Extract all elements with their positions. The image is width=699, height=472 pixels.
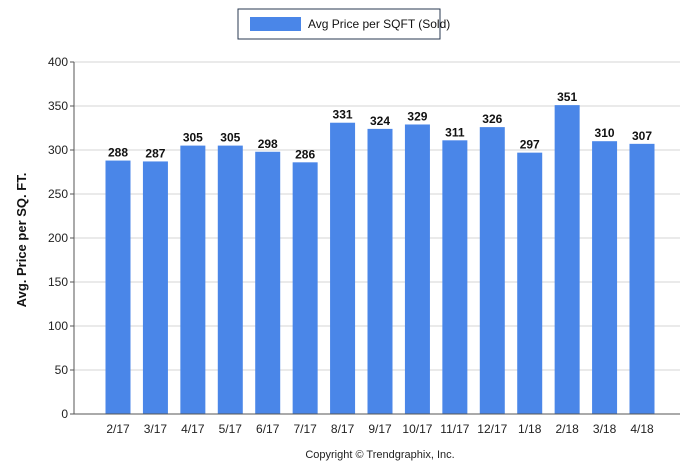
- bar: [105, 160, 131, 414]
- data-label: 311: [445, 125, 465, 139]
- data-label: 298: [258, 137, 278, 151]
- data-label: 288: [108, 146, 128, 160]
- bar: [592, 141, 618, 414]
- x-tick-label: 3/17: [144, 422, 168, 436]
- y-tick-label: 50: [55, 363, 69, 377]
- y-tick-label: 0: [61, 407, 68, 421]
- x-tick-label: 10/17: [402, 422, 432, 436]
- x-tick-label: 12/17: [477, 422, 507, 436]
- bar: [292, 162, 318, 414]
- x-tick-label: 11/17: [440, 422, 469, 436]
- data-label: 297: [520, 138, 540, 152]
- y-tick-label: 300: [48, 143, 68, 157]
- x-tick-label: 6/17: [256, 422, 280, 436]
- copyright-text: Copyright © Trendgraphix, Inc.: [305, 449, 454, 461]
- bar: [554, 105, 580, 415]
- x-tick-label: 4/18: [630, 422, 654, 436]
- x-tick-label: 5/17: [219, 422, 243, 436]
- legend-label: Avg Price per SQFT (Sold): [308, 17, 450, 31]
- bar: [404, 124, 430, 414]
- y-tick-label: 150: [48, 275, 68, 289]
- x-tick-label: 2/18: [555, 422, 579, 436]
- x-tick-label: 4/17: [181, 422, 205, 436]
- bar: [479, 127, 505, 415]
- y-tick-label: 400: [48, 55, 68, 69]
- data-label: 287: [145, 146, 165, 160]
- data-label: 324: [370, 114, 390, 128]
- data-label: 286: [295, 147, 315, 161]
- x-tick-label: 8/17: [331, 422, 355, 436]
- data-label: 331: [333, 108, 353, 122]
- x-tick-label: 7/17: [293, 422, 317, 436]
- x-tick-label: 3/18: [593, 422, 617, 436]
- y-axis-label: Avg. Price per SQ. FT.: [14, 173, 29, 308]
- y-tick-label: 200: [48, 231, 68, 245]
- bar: [142, 161, 168, 414]
- bar: [330, 122, 356, 414]
- y-tick-label: 100: [48, 319, 68, 333]
- data-label: 305: [183, 131, 203, 145]
- bar: [517, 152, 543, 414]
- x-tick-label: 1/18: [518, 422, 542, 436]
- bar: [629, 143, 655, 414]
- data-label: 329: [407, 109, 427, 123]
- bars: [105, 105, 655, 415]
- bar: [255, 151, 281, 414]
- bar: [180, 145, 206, 414]
- bar: [217, 145, 243, 414]
- data-label: 305: [220, 131, 240, 145]
- data-labels: 288 287 305 305 298 286 331 324 329 311 326 297 351 3…: [108, 90, 652, 161]
- bar: [442, 140, 468, 414]
- bar: [367, 128, 393, 414]
- data-label: 326: [482, 112, 502, 126]
- y-tick-label: 350: [48, 99, 68, 113]
- data-label: 307: [632, 129, 652, 143]
- data-label: 310: [595, 126, 615, 140]
- y-tick-labels: 0 50 100 150 200 250 300 350 400: [48, 55, 74, 421]
- y-tick-label: 250: [48, 187, 68, 201]
- data-label: 351: [557, 90, 577, 104]
- legend-swatch: [250, 17, 301, 31]
- x-tick-label: 2/17: [106, 422, 130, 436]
- x-tick-labels: 2/17 3/17 4/17 5/17 6/17 7/17 8/17 9/17 10/17 11/…: [106, 422, 654, 436]
- legend: Avg Price per SQFT (Sold): [237, 8, 450, 40]
- x-tick-label: 9/17: [368, 422, 392, 436]
